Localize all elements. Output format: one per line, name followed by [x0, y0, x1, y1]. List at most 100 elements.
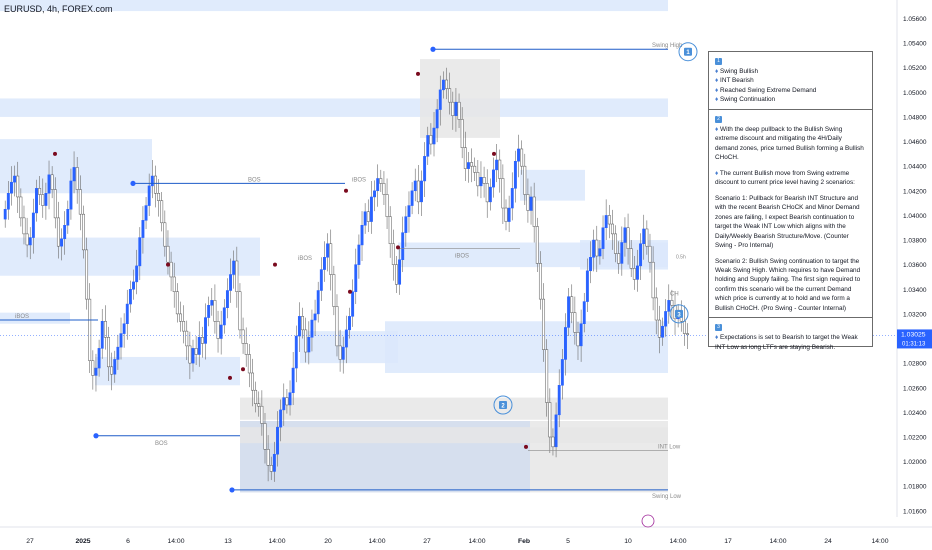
candle	[373, 190, 376, 198]
candle	[379, 178, 383, 184]
notes-paragraph: Scenario 2: Bullish Swing continuation t…	[715, 257, 861, 312]
zone	[95, 356, 240, 386]
candle	[507, 207, 511, 222]
price-tick: 1.01800	[903, 484, 927, 491]
zone	[240, 427, 668, 444]
zone	[0, 237, 260, 276]
candle	[56, 217, 60, 247]
candle	[567, 296, 571, 328]
zone	[300, 331, 398, 364]
notes-item: Swing Bullish	[715, 67, 866, 76]
symbol-title: EURUSD, 4h, FOREX.com	[4, 4, 113, 14]
candle	[620, 242, 624, 264]
candle	[85, 249, 89, 300]
time-tick: 14:00	[871, 538, 888, 545]
candle	[595, 239, 599, 257]
candle	[413, 180, 417, 192]
candle	[366, 211, 370, 222]
candle	[22, 217, 26, 235]
price-tick: 1.01600	[903, 508, 927, 515]
candle	[639, 243, 643, 267]
candle	[667, 300, 671, 312]
notes-item: INT Bearish	[715, 76, 866, 85]
candle	[332, 274, 336, 307]
candle	[354, 264, 358, 292]
notes-section-1: 1 Swing Bullish INT Bearish Reached Swin…	[709, 52, 872, 110]
time-tick: 14:00	[468, 538, 485, 545]
time-tick: 27	[26, 538, 34, 545]
candle	[488, 186, 492, 203]
candle	[560, 359, 564, 386]
candle	[357, 244, 361, 265]
candle	[50, 174, 54, 190]
candle	[341, 346, 345, 360]
candle	[216, 321, 220, 339]
candle	[78, 189, 82, 215]
price-tick: 1.04800	[903, 114, 927, 121]
candle	[25, 233, 29, 246]
scenario-marker-number: 1	[686, 50, 690, 56]
price-tick: 1.02000	[903, 459, 927, 466]
candle	[473, 165, 477, 173]
candle	[598, 248, 602, 257]
candle	[160, 200, 164, 224]
candle	[182, 321, 186, 332]
candle	[642, 228, 646, 244]
candle	[485, 183, 489, 203]
candle	[319, 269, 323, 291]
candle	[191, 348, 195, 364]
pivot-point	[166, 262, 170, 267]
candle	[316, 290, 320, 315]
scenario-marker	[669, 304, 689, 324]
candle	[204, 317, 207, 344]
candle	[269, 465, 273, 472]
candle	[110, 366, 114, 375]
scenario-marker-number: 2	[501, 403, 505, 409]
zone	[520, 169, 585, 201]
time-tick: 17	[724, 538, 732, 545]
candle	[432, 127, 436, 145]
candle	[172, 276, 176, 292]
time-tick: 14:00	[769, 538, 786, 545]
candle	[3, 209, 7, 220]
pivot-point	[396, 245, 400, 250]
ibos-label: iBOS	[455, 254, 469, 260]
candle	[304, 329, 308, 353]
candle	[257, 403, 261, 407]
price-tick: 1.05200	[903, 65, 927, 72]
candle	[329, 243, 333, 275]
time-tick: 13	[224, 538, 232, 545]
candle	[307, 337, 311, 353]
candle	[517, 148, 520, 162]
candle	[44, 193, 48, 206]
candle	[213, 300, 217, 322]
candle	[657, 319, 661, 338]
candle	[297, 316, 301, 337]
candle	[260, 405, 264, 424]
candle	[28, 237, 32, 246]
scenario-marker	[493, 395, 513, 415]
candle	[266, 449, 270, 466]
time-tick: 27	[423, 538, 431, 545]
candle	[107, 337, 110, 368]
notes-item: Swing Continuation	[715, 95, 866, 104]
candle	[91, 360, 95, 376]
candle	[88, 298, 92, 361]
candle	[279, 409, 283, 428]
candle	[138, 237, 142, 267]
candle	[576, 332, 580, 347]
candle	[504, 207, 508, 222]
time-tick: 5	[566, 538, 570, 545]
event-icon	[641, 514, 655, 528]
pivot-point	[53, 151, 57, 156]
notes-number-1: 1	[715, 58, 722, 65]
candle	[348, 316, 351, 331]
candle	[63, 225, 67, 240]
analysis-notes: 1 Swing Bullish INT Bearish Reached Swin…	[708, 51, 873, 351]
candle	[294, 335, 298, 369]
candle	[435, 109, 439, 129]
candle	[69, 180, 73, 210]
candle	[313, 313, 317, 321]
current-price-label: 1.03025	[901, 331, 926, 338]
